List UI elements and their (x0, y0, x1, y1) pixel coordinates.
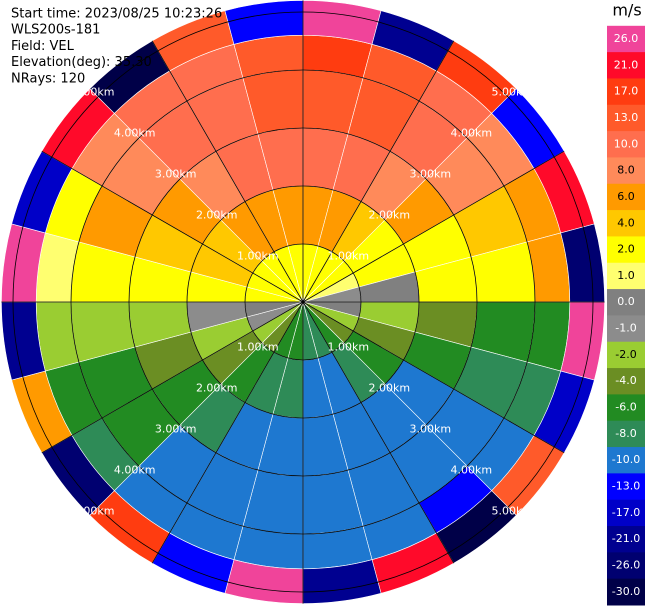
colorbar-box (607, 447, 645, 474)
range-label: 2.00km (368, 209, 410, 222)
range-ring (186, 185, 420, 419)
colorbar-label: 8.0 (617, 164, 635, 177)
colorbar-box (607, 394, 645, 422)
range-label: 3.00km (155, 168, 197, 181)
colorbar-label: 17.0 (614, 85, 639, 98)
colorbar-unit: m/s (612, 1, 641, 20)
spoke (302, 301, 565, 454)
colorbar-label: 10.0 (614, 137, 639, 150)
colorbar-label: -26.0 (612, 559, 640, 572)
colorbar-box (607, 78, 645, 106)
colorbar-box (607, 368, 645, 395)
range-label: 3.00km (155, 422, 197, 435)
range-ring (244, 243, 362, 361)
header-line: Start time: 2023/08/25 10:23:26 (11, 7, 222, 22)
colorbar-label: -17.0 (612, 506, 640, 519)
spoke (41, 301, 304, 454)
colorbar-box (607, 552, 645, 580)
range-label: 2.00km (196, 381, 238, 394)
colorbar-box (607, 526, 645, 553)
header-line: Elevation(deg): 35.30 (11, 55, 152, 70)
range-label: 1.00km (327, 340, 369, 353)
range-ring (12, 11, 594, 593)
colorbar-box (607, 104, 645, 132)
range-label: 2.00km (196, 209, 238, 222)
colorbar-label: 6.0 (617, 190, 635, 203)
colorbar-box (607, 157, 645, 185)
colorbar-box (607, 578, 645, 606)
range-label: 5.00km (492, 504, 534, 517)
colorbar-box (607, 131, 645, 158)
range-label: 4.00km (451, 463, 493, 476)
colorbar-label: 13.0 (614, 111, 639, 124)
colorbar-box (607, 420, 645, 448)
colorbar-label: -13.0 (612, 480, 640, 493)
range-label: 5.00km (492, 86, 534, 99)
colorbar-box (607, 315, 645, 343)
colorbar-label: 1.0 (617, 269, 635, 282)
colorbar-box (607, 499, 645, 527)
range-label: 4.00km (451, 127, 493, 140)
header-line: Field: VEL (11, 39, 75, 54)
spoke (41, 150, 304, 303)
range-label: 2.00km (368, 381, 410, 394)
range-label: 1.00km (237, 250, 279, 263)
colorbar-label: -21.0 (612, 532, 640, 545)
colorbar-label: -1.0 (615, 322, 636, 335)
range-label: 4.00km (114, 463, 156, 476)
colorbar-label: -4.0 (615, 374, 636, 387)
colorbar-label: 2.0 (617, 243, 635, 256)
colorbar-box (607, 210, 645, 237)
colorbar-box (607, 473, 645, 501)
spoke (151, 40, 304, 303)
colorbar-label: -2.0 (615, 348, 636, 361)
header-line: NRays: 120 (11, 71, 85, 86)
colorbar-box (607, 25, 645, 53)
colorbar-label: -6.0 (615, 401, 636, 414)
colorbar-label: 0.0 (617, 295, 635, 308)
range-label: 5.00km (73, 86, 115, 99)
colorbar-label: 26.0 (614, 32, 639, 45)
colorbar-label: -10.0 (612, 453, 640, 466)
spoke (302, 150, 565, 303)
spoke (302, 40, 455, 303)
range-ring (70, 69, 536, 535)
spoke (302, 301, 455, 564)
range-label: 1.00km (237, 340, 279, 353)
header-line: WLS200s-181 (11, 23, 100, 38)
spoke (151, 301, 304, 564)
colorbar-label: 4.0 (617, 216, 635, 229)
colorbar-label: -8.0 (615, 427, 636, 440)
range-label: 4.00km (114, 127, 156, 140)
range-ring (128, 127, 478, 477)
colorbar-box (607, 52, 645, 79)
range-label: 3.00km (409, 168, 451, 181)
colorbar-label: 21.0 (614, 58, 639, 71)
colorbar-box (607, 289, 645, 316)
range-label: 5.00km (73, 504, 115, 517)
range-label: 1.00km (327, 250, 369, 263)
colorbar-box (607, 341, 645, 369)
colorbar-label: -30.0 (612, 585, 640, 598)
overlay: 1.00km 1.00km 1.00km 1.00km 2.00km 2.00km 2.00… (1, 0, 605, 604)
colorbar-box (607, 236, 645, 264)
colorbar-box (607, 262, 645, 290)
range-label: 3.00km (409, 422, 451, 435)
colorbar-box (607, 183, 645, 211)
